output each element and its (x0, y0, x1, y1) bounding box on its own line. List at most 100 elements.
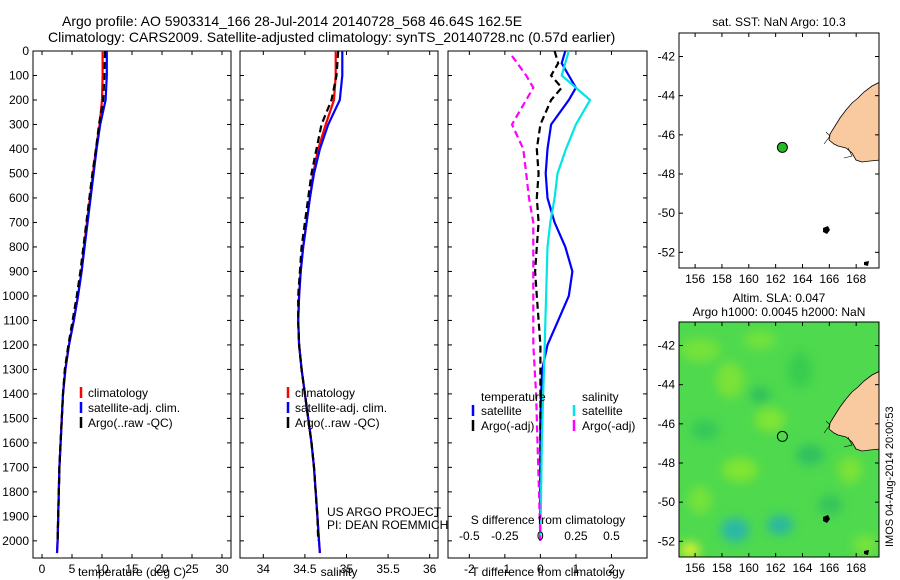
map-y-tick-label: -48 (658, 456, 676, 470)
legend-entry: satellite (481, 404, 522, 418)
legend-header-temperature: temperature (481, 390, 546, 404)
x-tick-label: -2 (464, 562, 475, 576)
temperature-xlabel: temperature (deg C) (78, 565, 186, 579)
land-mass-sla (828, 371, 879, 452)
s-x-tick-label: 0.25 (564, 529, 588, 543)
credit-text: IMOS 04-Aug-2014 20:00:53 (884, 406, 896, 547)
y-tick-label: 1000 (2, 289, 29, 303)
sla-map: Altim. SLA: 0.047 Argo h1000: 0.0045 h20… (658, 291, 880, 575)
map-y-tick-label: -46 (658, 128, 676, 142)
x-tick-label: 5 (69, 562, 76, 576)
y-tick-label: 1600 (2, 436, 29, 450)
sst-map-title: sat. SST: NaN Argo: 10.3 (712, 15, 846, 29)
x-tick-label: 10 (95, 562, 109, 576)
map-x-tick-label: 162 (766, 272, 786, 286)
sla-map-title-line2: Argo h1000: 0.0045 h2000: NaN (693, 305, 866, 319)
x-tick-label: 34 (257, 562, 271, 576)
map-y-tick-label: -42 (658, 50, 676, 64)
legend-entry: Argo(..raw -QC) (88, 416, 173, 430)
map-x-tick-label: 164 (792, 272, 812, 286)
coast-detail-sla (823, 420, 853, 448)
t-difference-xlabel: T difference from climatology (471, 565, 625, 579)
project-annotation: US ARGO PROJECT (327, 505, 442, 519)
series-line-salinity-satellite (539, 50, 592, 541)
legend-entry: satellite-adj. clim. (88, 401, 180, 415)
land-island (823, 226, 830, 234)
map-x-tick-label: 166 (819, 272, 839, 286)
map-x-tick-label: 166 (819, 561, 839, 575)
map-x-tick-label: 156 (685, 272, 705, 286)
x-tick-label: 0 (39, 562, 46, 576)
land-mass (828, 82, 879, 163)
map-x-tick-label: 164 (792, 561, 812, 575)
y-tick-label: 500 (9, 166, 29, 180)
legend-entry: climatology (295, 386, 355, 400)
y-tick-label: 100 (9, 68, 29, 82)
y-tick-label: 1900 (2, 509, 29, 523)
map-y-tick-label: -50 (658, 206, 676, 220)
y-tick-label: 1700 (2, 460, 29, 474)
sst-map: sat. SST: NaN Argo: 10.3 156 158 160 162 164… (658, 15, 880, 286)
y-tick-label: 800 (9, 240, 29, 254)
x-tick-label: 0 (537, 562, 544, 576)
map-x-tick-label: 158 (712, 561, 732, 575)
legend-entry: Argo(-adj) (481, 419, 534, 433)
s-x-tick-label: 0.5 (603, 529, 620, 543)
legend-entry: Argo(-adj) (582, 419, 635, 433)
map-y-tick-label: -52 (658, 534, 676, 548)
series-line-salinity-argo-adj- (510, 55, 542, 541)
argo-position-marker-sla (776, 430, 788, 442)
x-tick-label: 36 (423, 562, 437, 576)
y-tick-label: 700 (9, 215, 29, 229)
x-tick-label: 2 (608, 562, 615, 576)
argo-position-marker-sst (776, 141, 788, 153)
map-y-tick-label: -46 (658, 417, 676, 431)
map-x-tick-label: 162 (766, 561, 786, 575)
series-line-argo-raw-qc- (297, 50, 340, 541)
series-line-argo-raw-qc- (56, 50, 107, 541)
map-x-tick-label: 158 (712, 272, 732, 286)
s-x-tick-label: -0.5 (459, 529, 480, 543)
y-tick-label: 1300 (2, 362, 29, 376)
y-tick-label: 1500 (2, 411, 29, 425)
s-difference-xlabel: S difference from climatology (471, 513, 626, 527)
x-tick-label: -1 (500, 562, 511, 576)
series-line-satellite-adj-clim- (55, 51, 108, 554)
y-tick-label: 600 (9, 191, 29, 205)
y-tick-label: 300 (9, 117, 29, 131)
s-x-tick-label: 0 (537, 529, 544, 543)
figure-title-line2: Climatology: CARS2009. Satellite-adjuste… (48, 29, 615, 45)
y-tick-label: 2000 (2, 534, 29, 548)
x-tick-label: 25 (185, 562, 199, 576)
temperature-panel: 0 5 10 15 20 25 300100200300400500600700800900… (2, 44, 232, 579)
x-tick-label: 15 (125, 562, 139, 576)
legend-entry: Argo(..raw -QC) (295, 416, 380, 430)
salinity-xlabel: salinity (321, 565, 358, 579)
legend-entry: satellite-adj. clim. (295, 401, 387, 415)
map-x-tick-label: 168 (846, 272, 866, 286)
land-island-small (864, 261, 869, 266)
x-tick-label: 35.5 (376, 562, 400, 576)
figure-title-line1: Argo profile: AO 5903314_166 28-Jul-2014… (62, 13, 522, 29)
map-y-tick-label: -50 (658, 495, 676, 509)
x-tick-label: 30 (215, 562, 229, 576)
y-tick-label: 400 (9, 142, 29, 156)
coast-detail (823, 131, 853, 159)
y-tick-label: 1100 (3, 313, 29, 327)
x-tick-label: 34.5 (293, 562, 317, 576)
series-line-climatology (297, 51, 337, 554)
y-tick-label: 1800 (2, 485, 29, 499)
map-x-tick-label: 168 (846, 561, 866, 575)
s-x-tick-label: -0.25 (491, 529, 519, 543)
y-tick-label: 200 (9, 93, 29, 107)
legend-entry: satellite (582, 404, 623, 418)
x-tick-label: 1 (573, 562, 580, 576)
land-island-sla (823, 515, 830, 523)
series-line-climatology (55, 51, 104, 554)
map-y-tick-label: -52 (658, 245, 676, 259)
y-tick-label: 1200 (2, 338, 29, 352)
map-x-tick-label: 156 (685, 561, 705, 575)
y-tick-label: 0 (22, 44, 29, 58)
pi-annotation: PI: DEAN ROEMMICH (327, 518, 448, 532)
